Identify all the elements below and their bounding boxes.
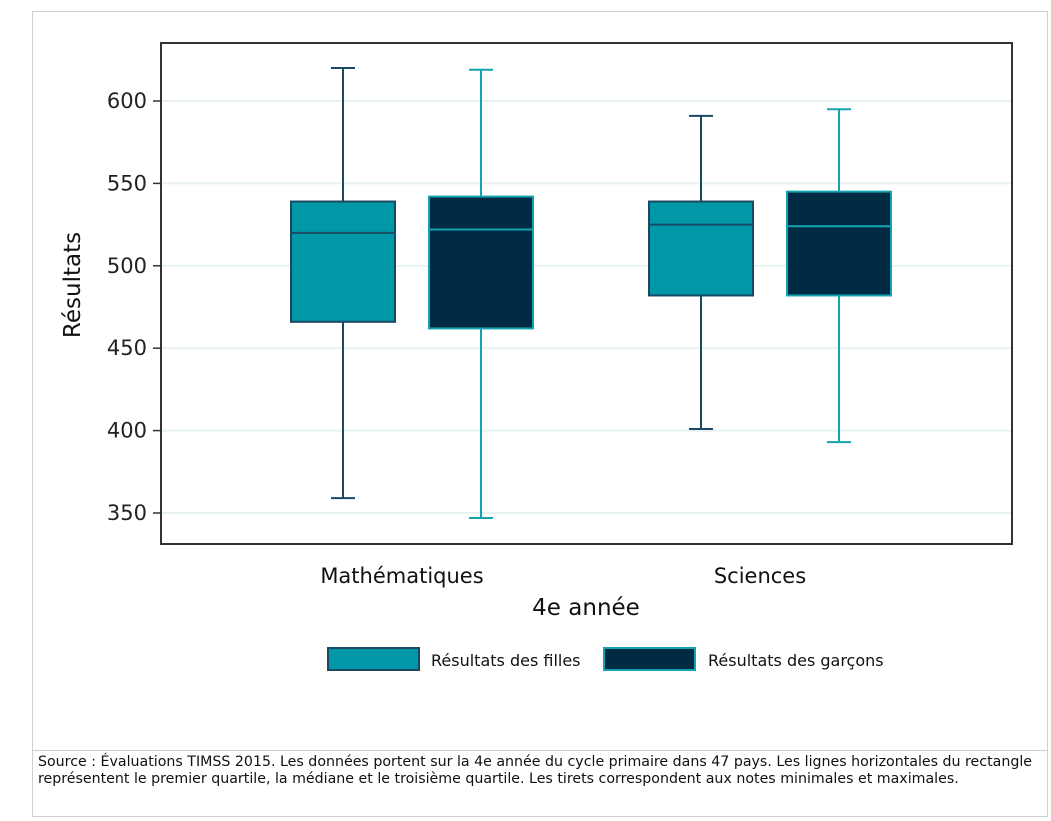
box-iqr (290, 200, 396, 323)
legend-label: Résultats des filles (431, 651, 581, 670)
box-iqr (786, 190, 892, 297)
y-tick-label: 600 (107, 89, 147, 113)
legend-label: Résultats des garçons (708, 651, 884, 670)
box-series (290, 67, 892, 519)
y-tick-label: 550 (107, 171, 147, 195)
box-iqr (648, 200, 754, 297)
box-filles-0 (290, 67, 396, 500)
legend-swatch (327, 647, 420, 671)
box-iqr (428, 195, 534, 330)
legend: Résultats des filles Résultats des garçon… (327, 647, 884, 671)
figure-frame (32, 11, 1048, 817)
y-axis-title: Résultats (60, 232, 86, 338)
x-category-label: Mathématiques (320, 564, 483, 588)
grid-lines (161, 100, 1012, 514)
y-tick-label: 400 (107, 419, 147, 443)
plot-area-border (160, 42, 1013, 545)
box-garcons-1 (786, 108, 892, 444)
legend-swatch (603, 647, 696, 671)
boxplot-chart: 350 400 450 500 550 600 Mathématiques Sciences… (60, 42, 1013, 671)
box-filles-1 (648, 114, 754, 430)
box-garcons-0 (428, 68, 534, 519)
source-note: Source : Évaluations TIMSS 2015. Les don… (32, 750, 1048, 817)
y-tick-label: 350 (107, 501, 147, 525)
x-axis-categories: Mathématiques Sciences (320, 564, 806, 588)
x-axis-title: 4e année (532, 595, 640, 621)
x-category-label: Sciences (714, 564, 806, 588)
y-tick-label: 450 (107, 336, 147, 360)
y-axis-ticks: 350 400 450 500 550 600 (107, 89, 161, 525)
y-tick-label: 500 (107, 254, 147, 278)
